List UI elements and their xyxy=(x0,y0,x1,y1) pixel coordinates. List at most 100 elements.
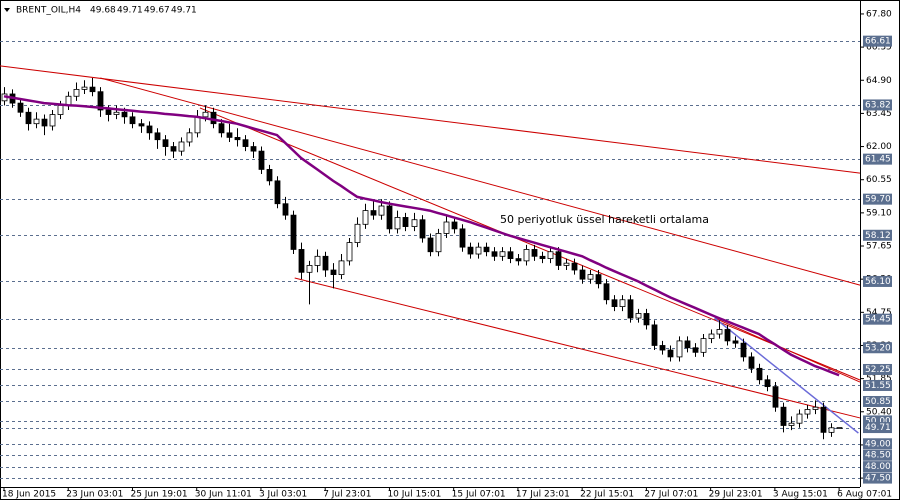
candle-body xyxy=(322,255,329,271)
candle-body xyxy=(435,233,442,253)
candle-body xyxy=(700,338,707,353)
level-box xyxy=(863,438,892,450)
x-tick-label: 10 Jul 15:01 xyxy=(387,490,441,500)
candle-body xyxy=(836,427,843,429)
x-tick-label: 7 Jul 23:01 xyxy=(323,490,371,500)
level-label: 49.00 xyxy=(865,439,891,449)
candle-body xyxy=(499,251,506,257)
candle-body xyxy=(651,324,658,346)
level-label: 66.61 xyxy=(865,37,891,47)
candle-body xyxy=(579,269,586,280)
x-tick-label: 22 Jul 15:01 xyxy=(580,490,634,500)
candle-body xyxy=(475,246,482,255)
candle-body xyxy=(796,413,803,424)
candle-body xyxy=(724,329,731,342)
y-tick-label: 64.90 xyxy=(866,76,892,86)
trend-line xyxy=(199,107,861,381)
y-tick-label: 50.40 xyxy=(866,407,892,417)
candle-body xyxy=(772,386,779,408)
candle-body xyxy=(186,132,193,143)
candle-body xyxy=(121,111,128,118)
candle-body xyxy=(370,210,377,216)
y-tick-label: 57.65 xyxy=(866,242,892,252)
level-box xyxy=(863,379,892,391)
candle-body xyxy=(427,237,434,253)
trend-line xyxy=(294,277,861,419)
candle-body xyxy=(170,146,177,152)
level-box xyxy=(863,422,892,434)
ohlc-low: 49.67 xyxy=(144,6,170,16)
candle-body xyxy=(25,111,32,125)
trend-line xyxy=(100,77,861,286)
candle-body xyxy=(788,422,795,426)
candle-body xyxy=(178,141,185,152)
level-box xyxy=(863,35,892,47)
candle-body xyxy=(49,114,56,127)
candle-body xyxy=(820,406,827,433)
x-tick-label: 3 Jul 03:01 xyxy=(259,490,307,500)
level-box xyxy=(863,415,892,427)
candle-body xyxy=(627,299,634,319)
candle-body xyxy=(692,347,699,353)
candle-body xyxy=(451,221,458,230)
candle-body xyxy=(603,283,610,301)
level-label: 48.50 xyxy=(865,451,891,461)
ohlc-close: 49.71 xyxy=(171,6,197,16)
candle-body xyxy=(539,255,546,259)
candle-body xyxy=(338,260,345,275)
ohlc-high: 49.71 xyxy=(117,6,143,16)
ohlc-open: 49.68 xyxy=(90,6,116,16)
candle-body xyxy=(314,255,321,266)
candle-body xyxy=(547,251,554,259)
candle-body xyxy=(780,406,787,426)
candle-body xyxy=(386,205,393,230)
candle-body xyxy=(97,91,104,111)
candle-body xyxy=(748,356,755,369)
level-label: 48.00 xyxy=(865,462,891,472)
candle-body xyxy=(105,109,112,115)
candle-body xyxy=(146,125,153,134)
candle-body xyxy=(113,111,120,115)
candle-body xyxy=(643,313,650,326)
x-tick-label: 17 Jul 23:01 xyxy=(516,490,570,500)
candle-body xyxy=(684,340,691,349)
candle-body xyxy=(81,86,88,90)
candle-body xyxy=(812,406,819,410)
candle-body xyxy=(659,345,666,351)
level-box xyxy=(863,363,892,375)
y-tick-label: 63.45 xyxy=(866,109,892,119)
level-label: 56.10 xyxy=(865,277,891,287)
x-tick-label: 30 Jun 11:01 xyxy=(195,490,252,500)
symbol: BRENT_OIL,H4 xyxy=(16,6,81,16)
candle-body xyxy=(523,249,530,262)
y-tick-label: 54.75 xyxy=(866,308,892,318)
candle-body xyxy=(234,137,241,141)
level-label: 51.55 xyxy=(865,381,891,391)
level-box xyxy=(863,395,892,407)
candle-body xyxy=(306,265,313,273)
candle-body xyxy=(57,105,64,115)
candle-body xyxy=(89,86,96,93)
candle-body xyxy=(732,340,739,344)
candle-body xyxy=(402,217,409,227)
candle-body xyxy=(611,299,618,308)
candle-body xyxy=(298,249,305,273)
candle-body xyxy=(491,251,498,257)
level-box xyxy=(863,472,892,484)
candle-body xyxy=(555,251,562,266)
y-tick-label: 67.80 xyxy=(866,9,892,19)
candle-body xyxy=(828,427,835,433)
x-tick-label: 6 Aug 07:01 xyxy=(837,490,892,500)
level-label: 50.85 xyxy=(865,397,891,407)
menu-arrow[interactable] xyxy=(4,8,10,12)
x-tick-label: 27 Jul 07:01 xyxy=(644,490,698,500)
candle-body xyxy=(242,139,249,147)
x-tick-label: 15 Jul 07:01 xyxy=(452,490,506,500)
candle-body xyxy=(587,274,594,280)
candle-body xyxy=(507,251,514,259)
candle-body xyxy=(226,132,233,138)
annotation: 50 periyotluk üssel hareketli ortalama xyxy=(500,213,709,226)
candle-body xyxy=(563,262,570,266)
level-label: 59.70 xyxy=(865,195,891,205)
level-box xyxy=(863,229,892,241)
